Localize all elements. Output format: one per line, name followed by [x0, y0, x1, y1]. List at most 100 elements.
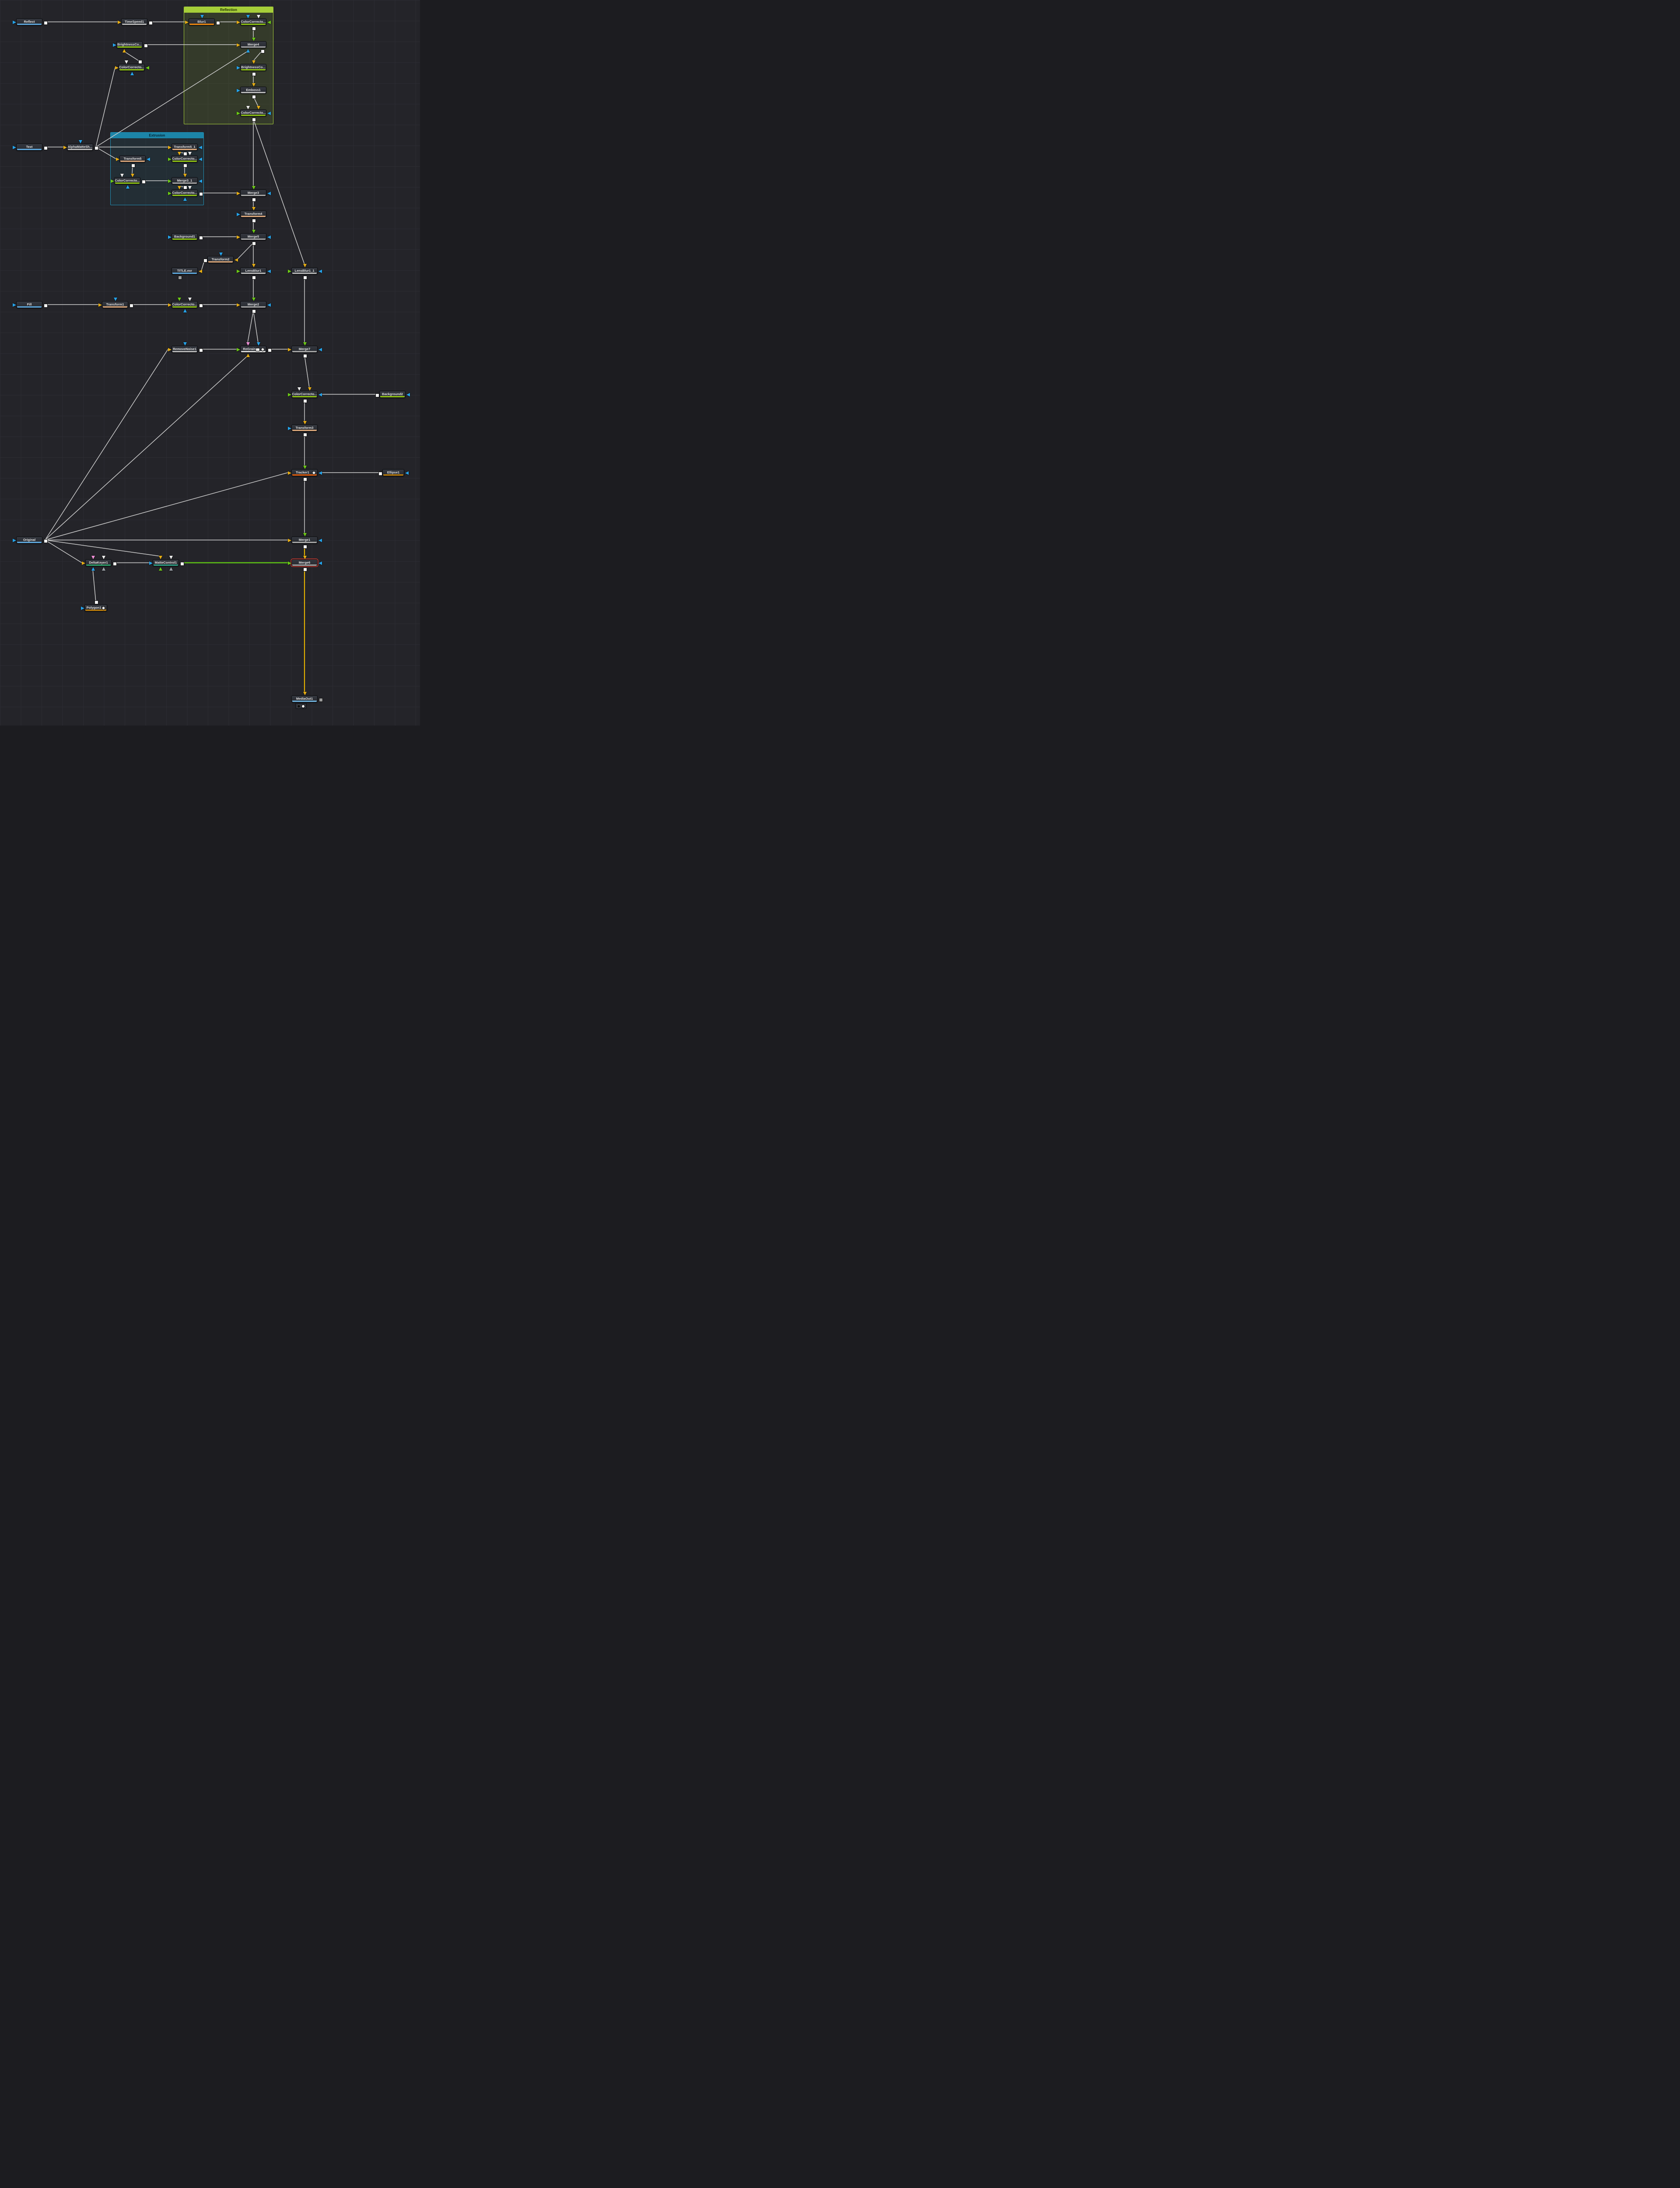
- input-green-l[interactable]: [111, 179, 114, 183]
- input-yellow-tc[interactable]: [183, 174, 187, 177]
- input-blue-l[interactable]: [237, 88, 240, 92]
- node-colorcorrecto[interactable]: ColorCorrecto...: [237, 15, 271, 31]
- input-blue-r[interactable]: [199, 179, 202, 183]
- input-yellow-l[interactable]: [115, 66, 119, 70]
- input-pink-t1[interactable]: [246, 342, 250, 346]
- input-blue-b1[interactable]: [246, 49, 250, 53]
- input-green-l[interactable]: [288, 269, 291, 273]
- output-square[interactable]: [142, 179, 146, 184]
- input-blue-r[interactable]: [147, 157, 150, 161]
- output-square[interactable]: [303, 399, 307, 403]
- node-graph-canvas[interactable]: Reflection Extrusion Reflect TimeSpeed1 Blur…: [0, 0, 420, 726]
- input-blue-r[interactable]: [405, 471, 409, 475]
- input-yellow-l[interactable]: [82, 561, 85, 565]
- input-blue-tc[interactable]: [78, 140, 82, 144]
- input-blue-r[interactable]: [267, 191, 271, 195]
- input-yellow-l[interactable]: [116, 157, 119, 161]
- output-square[interactable]: [252, 95, 256, 99]
- input-green-l[interactable]: [168, 179, 172, 183]
- input-green-tc[interactable]: [303, 342, 307, 346]
- input-yellow-r[interactable]: [234, 258, 238, 262]
- output-square[interactable]: [252, 309, 256, 313]
- output-square[interactable]: [261, 49, 265, 53]
- output-square[interactable]: [199, 235, 203, 240]
- input-white-t1[interactable]: [124, 60, 128, 64]
- output-square[interactable]: [268, 348, 272, 352]
- output-square[interactable]: [303, 433, 307, 437]
- viewer-dot-dark[interactable]: [297, 704, 301, 708]
- input-blue-r[interactable]: [318, 393, 322, 396]
- output-square[interactable]: [94, 146, 98, 150]
- output-square[interactable]: [183, 186, 187, 189]
- output-square[interactable]: [44, 146, 48, 150]
- output-square[interactable]: [303, 568, 307, 572]
- input-blue-tc[interactable]: [183, 342, 187, 346]
- node-emboss1[interactable]: Emboss1: [237, 83, 266, 99]
- input-yellow-b1[interactable]: [122, 49, 126, 53]
- node-lensblur1[interactable]: LensBlur1: [237, 264, 271, 280]
- output-square[interactable]: [303, 477, 307, 481]
- node-transform5_1[interactable]: Transform5_1: [168, 144, 202, 156]
- input-white-t1[interactable]: [246, 106, 250, 109]
- output-square[interactable]: [252, 276, 256, 280]
- input-yellow-tc[interactable]: [252, 83, 256, 87]
- output-square[interactable]: [44, 539, 48, 543]
- node-merge1[interactable]: Merge1: [288, 533, 322, 549]
- output-square[interactable]: [199, 303, 203, 308]
- input-blue-r[interactable]: [318, 561, 322, 565]
- node-colorcorrecto[interactable]: ColorCorrecto...: [288, 387, 322, 403]
- node-fill[interactable]: Fill: [13, 301, 48, 308]
- output-square[interactable]: [252, 27, 256, 31]
- node-transform5[interactable]: Transform5: [116, 155, 150, 168]
- input-blue-r[interactable]: [318, 269, 322, 273]
- output-square[interactable]: [149, 21, 153, 25]
- input-blue-t1[interactable]: [246, 15, 250, 18]
- group-header[interactable]: Extrusion: [111, 133, 203, 138]
- input-green-l[interactable]: [288, 393, 291, 396]
- input-blue-tc[interactable]: [219, 252, 223, 256]
- output-square[interactable]: [44, 303, 48, 308]
- input-yellow-l[interactable]: [288, 538, 291, 542]
- input-green-l[interactable]: [168, 157, 172, 161]
- output-square[interactable]: [252, 198, 256, 202]
- output-square[interactable]: [130, 303, 133, 308]
- input-blue-r[interactable]: [318, 347, 322, 351]
- input-yellow-l[interactable]: [237, 20, 240, 24]
- input-yellow-t2[interactable]: [308, 387, 312, 391]
- input-blue-tc[interactable]: [200, 15, 204, 18]
- node-text[interactable]: Text: [13, 144, 48, 151]
- node-merge5[interactable]: Merge5: [237, 230, 271, 245]
- input-blue-t2[interactable]: [257, 342, 260, 346]
- input-gray-b2[interactable]: [169, 567, 173, 571]
- input-white-t2[interactable]: [169, 556, 173, 559]
- input-blue-r[interactable]: [267, 111, 271, 115]
- viewer-buttons[interactable]: [295, 703, 307, 709]
- node-brightnessco[interactable]: BrightnessCo...: [237, 60, 266, 76]
- node-background1[interactable]: Background1: [168, 233, 203, 240]
- input-green-tc[interactable]: [252, 298, 256, 301]
- input-blue-l[interactable]: [168, 235, 172, 239]
- node-merge4[interactable]: Merge4: [237, 38, 266, 53]
- input-yellow-l[interactable]: [63, 145, 67, 149]
- input-blue-l[interactable]: [81, 606, 84, 610]
- node-transform3[interactable]: Transform3: [288, 421, 318, 437]
- input-yellow-l[interactable]: [288, 471, 291, 475]
- input-white-t2[interactable]: [188, 186, 192, 189]
- node-transform4[interactable]: Transform4: [237, 207, 266, 223]
- input-green-tc[interactable]: [252, 186, 256, 189]
- input-green-r[interactable]: [267, 20, 271, 24]
- input-blue-r[interactable]: [318, 538, 322, 542]
- input-blue-bc[interactable]: [130, 72, 134, 75]
- node-merge7[interactable]: Merge7: [288, 342, 322, 358]
- input-green-l[interactable]: [237, 269, 240, 273]
- input-white-t2[interactable]: [102, 556, 105, 559]
- output-square[interactable]: [303, 354, 307, 358]
- output-square[interactable]: [303, 276, 307, 280]
- output-square[interactable]: [216, 21, 220, 25]
- output-square[interactable]: [44, 21, 48, 25]
- input-green-tc[interactable]: [252, 38, 256, 41]
- input-blue-l[interactable]: [149, 561, 153, 565]
- input-white-t1[interactable]: [120, 174, 124, 177]
- input-blue-l[interactable]: [13, 538, 16, 542]
- input-yellow-tc[interactable]: [303, 421, 307, 424]
